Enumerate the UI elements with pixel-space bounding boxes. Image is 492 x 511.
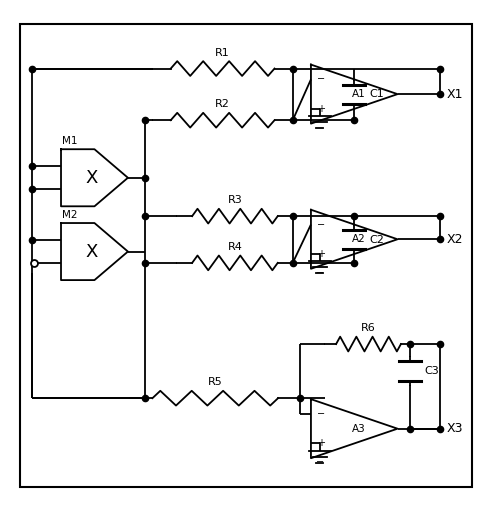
Text: R2: R2 [215,99,230,109]
Text: C3: C3 [425,366,439,376]
Text: C1: C1 [369,89,384,99]
Text: R1: R1 [215,48,230,58]
Text: R6: R6 [361,323,376,333]
Text: X: X [86,169,98,187]
Text: R4: R4 [227,242,243,252]
Text: −: − [316,457,324,467]
Text: A2: A2 [352,234,366,244]
Text: R3: R3 [228,195,242,205]
Text: M2: M2 [62,210,78,220]
Text: X1: X1 [446,87,463,101]
Text: +: + [317,438,325,449]
Text: C2: C2 [369,235,384,244]
Text: −: − [317,75,325,84]
Text: +: + [317,104,325,114]
Text: A3: A3 [352,424,366,434]
Text: X: X [86,243,98,261]
Text: X3: X3 [446,422,463,435]
Text: −: − [316,268,324,277]
Text: −: − [317,409,325,419]
Text: +: + [317,249,325,259]
Text: −: − [317,220,325,229]
Text: M1: M1 [62,136,78,146]
Text: X2: X2 [446,233,463,246]
Text: R5: R5 [208,377,222,387]
Text: A1: A1 [352,89,366,99]
